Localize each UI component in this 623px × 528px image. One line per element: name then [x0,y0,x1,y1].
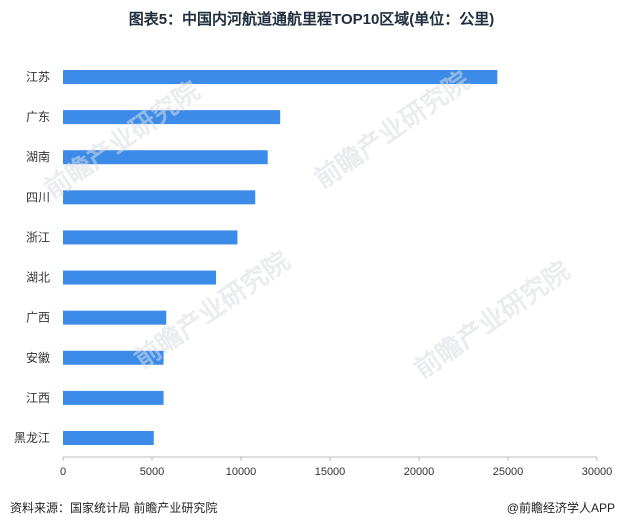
category-label: 江苏 [26,70,50,84]
bar-3 [63,190,256,205]
x-tick-label: 10000 [226,466,257,478]
x-tick-label: 5000 [140,466,164,478]
category-label: 黑龙江 [14,431,50,445]
x-tick-label: 0 [60,466,66,478]
x-tick-label: 15000 [315,466,346,478]
bar-8 [63,390,164,405]
bar-6 [63,310,167,325]
category-label: 江西 [26,391,50,405]
bar-5 [63,270,217,285]
category-label: 四川 [26,190,50,204]
category-label: 广东 [26,110,50,124]
bar-2 [63,150,268,165]
category-label: 湖南 [26,149,50,164]
bar-7 [63,350,164,365]
bar-1 [63,110,281,125]
bar-4 [63,230,238,245]
brand-credit: @前瞻经济学人APP [506,501,615,515]
bar-9 [63,431,154,445]
category-label: 湖北 [26,270,50,285]
chart-title: 图表5：中国内河航道通航里程TOP10区域(单位：公里) [128,11,495,28]
x-tick-label: 25000 [493,466,524,478]
category-label: 浙江 [26,230,50,244]
category-label: 广西 [26,311,50,325]
bar-0 [63,70,498,84]
category-label: 安徽 [26,350,50,365]
x-tick-label: 20000 [404,466,435,478]
x-tick-label: 30000 [582,466,613,478]
source-note: 资料来源：国家统计局 前瞻产业研究院 [10,501,218,515]
